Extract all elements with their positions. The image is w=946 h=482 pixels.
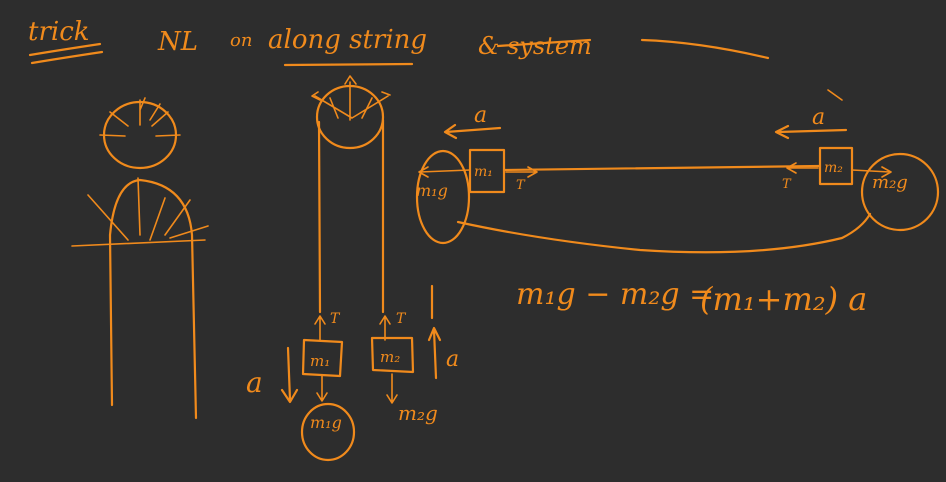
heading-on: on — [230, 30, 252, 51]
tension-label-left: T — [330, 311, 341, 327]
arch-sketch — [71, 177, 209, 420]
accel-arrow-right — [427, 326, 442, 380]
tension-label-left-h: T — [516, 178, 526, 193]
tension-arrow-right-h — [786, 162, 819, 174]
string-left — [317, 120, 322, 314]
heading: trick NL on along string & system — [28, 17, 770, 67]
block-m1 — [301, 338, 344, 378]
block-m1-h — [468, 148, 506, 194]
accel-label-left: a — [246, 366, 263, 399]
mass-label-right: m₂ — [380, 348, 400, 366]
weight-label-right: m₂g — [398, 401, 438, 425]
accel-arrow-left-h — [443, 123, 502, 140]
weight-circle-left — [300, 402, 356, 462]
weight-circle-left-h — [415, 149, 471, 245]
equation: m₁g − m₂g = (m₁+m₂) a — [516, 277, 867, 318]
equation-lhs: m₁g − m₂g = — [516, 277, 714, 312]
ball-arrows — [99, 97, 181, 137]
weight-arrow-left — [316, 375, 328, 402]
pulley-setup: T T m₁ m₂ m₁g m₂g a a — [246, 75, 459, 462]
mass-label-right-h: m₂ — [824, 160, 843, 176]
mass-label-left-h: m₁ — [474, 164, 493, 180]
straightened-setup: a a m₁ m₂ T T m₁g m₂g — [415, 89, 940, 254]
tension-arrow-left — [314, 315, 326, 341]
block-m2-h — [818, 146, 854, 186]
accel-arrow-left — [280, 346, 299, 404]
tension-label-right-h: T — [782, 177, 792, 192]
trick-underline-1 — [28, 42, 102, 57]
dash-stroke — [640, 38, 770, 60]
accel-label-right-h: a — [812, 105, 825, 130]
accel-label-left-h: a — [474, 103, 487, 128]
system-strike — [496, 38, 592, 48]
accel-tick — [827, 89, 843, 101]
weight-arrow-left-h — [418, 166, 471, 178]
weight-arrow-right — [386, 373, 398, 404]
ball-sketch — [99, 97, 181, 170]
along-string-underline — [283, 62, 414, 67]
weight-arrow-right-h — [851, 166, 892, 178]
tension-arrow-right — [379, 315, 391, 341]
block-m2 — [370, 336, 415, 374]
connecting-curve — [456, 212, 872, 254]
heading-system: & system — [478, 32, 592, 60]
arch-outline — [108, 178, 198, 420]
weight-label-left: m₁g — [310, 413, 342, 432]
heading-nl: NL — [157, 27, 198, 57]
accel-label-right: a — [446, 347, 459, 372]
trick-underline-2 — [30, 50, 104, 65]
equation-rhs: (m₁+m₂) a — [700, 280, 867, 318]
string-horizontal — [502, 164, 822, 172]
arch-lines — [71, 177, 209, 247]
weight-circle-right-h — [860, 152, 940, 232]
weight-label-right-h: m₂g — [872, 172, 908, 193]
tension-arrow-left-h — [505, 166, 538, 178]
mass-label-left: m₁ — [310, 352, 330, 370]
heading-along-string: along string — [268, 25, 427, 55]
pulley-arrows — [311, 75, 391, 121]
tension-label-right: T — [396, 311, 407, 327]
accel-arrow-right-h — [774, 124, 848, 140]
weight-label-left-h: m₁g — [416, 181, 448, 200]
heading-trick: trick — [28, 17, 90, 47]
